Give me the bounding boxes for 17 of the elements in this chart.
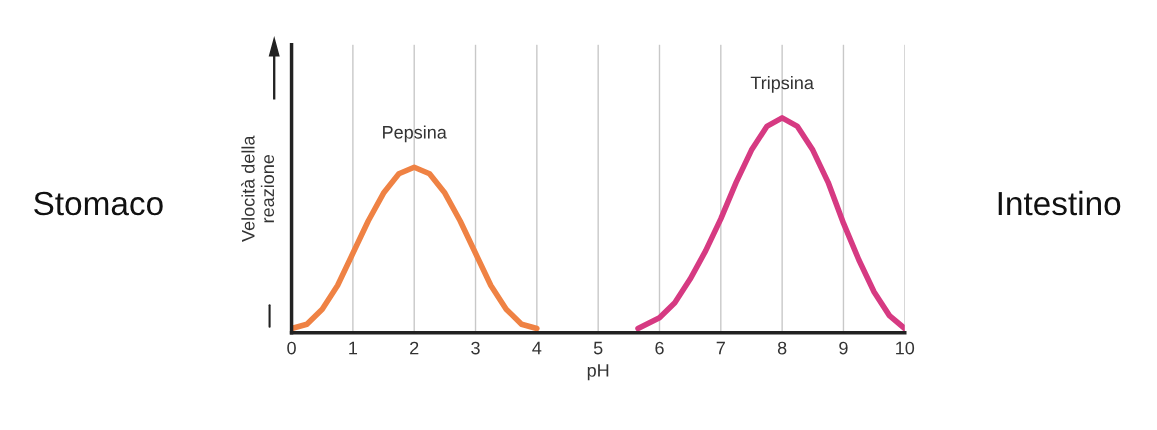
text: Stomaco (34, 191, 163, 216)
series-label: Tripsina (750, 75, 814, 93)
y-axis-title: Velocità della reazione (241, 135, 275, 242)
x-tick-label: 9 (839, 341, 848, 355)
x-tick-label: 1 (349, 341, 358, 355)
x-tick-label: 6 (655, 341, 664, 355)
x-tick-label: 4 (532, 341, 542, 355)
text: Intestino (998, 190, 1121, 216)
x-axis-title: pH (587, 364, 609, 381)
x-tick-label: 3 (471, 341, 480, 355)
x-tick-label: 8 (777, 341, 787, 355)
x-tick-label: 5 (593, 341, 603, 355)
x-tick-label: 7 (716, 341, 725, 355)
x-tick-label: 2 (410, 341, 419, 355)
x-tick-label: 10 (896, 341, 915, 355)
x-tick-label: 0 (287, 341, 296, 355)
series-label: Pepsina (383, 125, 447, 143)
